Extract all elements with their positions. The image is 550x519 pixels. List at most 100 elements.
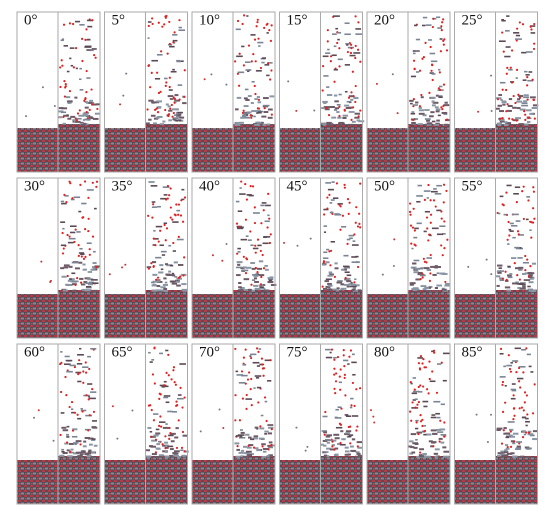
cluster [155,116,160,119]
molecule-chain [238,382,246,384]
molecule [359,109,362,112]
cluster [430,429,437,432]
molecule-chain [68,237,76,240]
molecule [506,238,509,241]
cluster [509,428,514,431]
molecule [242,64,246,67]
cluster [245,433,250,436]
cluster [329,273,334,276]
slab-left [367,294,408,338]
molecule-chain [237,251,241,253]
molecule-chain [177,397,184,400]
molecule-chain [154,77,161,80]
molecule [523,110,526,113]
molecule-chain [525,420,530,423]
molecule [349,51,353,55]
molecule [336,41,339,45]
angle-label: 15° [287,12,308,28]
molecule [342,354,345,357]
cluster [325,455,330,458]
cluster [235,122,240,125]
molecule [356,48,360,51]
cluster [160,286,166,289]
molecule [257,401,260,404]
molecule-chain [349,434,354,436]
molecule-chain [76,363,83,365]
molecule [348,355,351,358]
cluster [58,107,64,110]
molecule-chain [239,193,246,195]
molecule-chain [325,52,331,54]
molecule [153,108,157,111]
cluster [175,108,179,111]
cluster [505,122,512,125]
molecule-chain [90,279,98,281]
molecule-chain [516,441,523,443]
molecule [335,372,338,375]
cluster [256,121,262,124]
molecule-chain [264,400,268,403]
molecule-chain [71,261,79,264]
molecule-chain [159,352,163,355]
molecule-chain [334,213,340,215]
molecule-chain [242,364,247,366]
molecule [442,43,445,46]
molecule [524,269,527,272]
molecule-chain [329,351,332,354]
molecule [421,362,424,365]
cluster [237,263,241,266]
molecule [421,424,424,428]
molecule [509,430,512,433]
angle-label: 0° [24,12,38,28]
molecule [178,19,181,22]
molecule [73,365,77,369]
molecule-chain [76,117,82,120]
molecule [250,116,253,119]
molecule-chain [337,406,342,408]
molecule [85,69,88,73]
molecule-chain [61,448,64,451]
cluster [257,123,263,126]
molecule-chain [337,203,343,205]
molecule [175,446,179,450]
molecule-chain [415,71,420,73]
molecule [339,228,342,231]
molecule [327,113,331,117]
molecule-chain [60,412,65,414]
molecule [156,111,160,114]
molecule [81,410,84,413]
molecule [501,88,504,91]
molecule-chain [267,424,274,426]
molecule-chain [161,254,166,256]
slab-left [367,128,408,172]
molecule [256,238,260,241]
cluster [62,289,68,292]
molecule [82,370,85,373]
cluster [240,455,244,458]
cluster [498,118,505,121]
cluster [175,280,180,283]
cluster [531,262,537,265]
molecule [439,419,442,422]
cluster [354,116,360,119]
molecule [150,408,153,412]
cluster [414,442,419,445]
cluster [82,114,89,117]
molecule [533,22,536,26]
cluster [65,96,71,99]
molecule [254,60,257,63]
molecule [350,118,353,121]
cluster [346,280,352,283]
cluster [260,287,266,290]
molecule [218,408,221,411]
molecule-chain [410,102,413,105]
molecule-chain [174,117,179,120]
box-right [145,11,188,173]
cluster [237,289,244,292]
molecule [157,91,161,95]
molecule [324,410,327,414]
cluster [529,112,534,115]
molecule [81,37,84,40]
molecule-chain [526,447,532,450]
cluster [411,451,416,454]
